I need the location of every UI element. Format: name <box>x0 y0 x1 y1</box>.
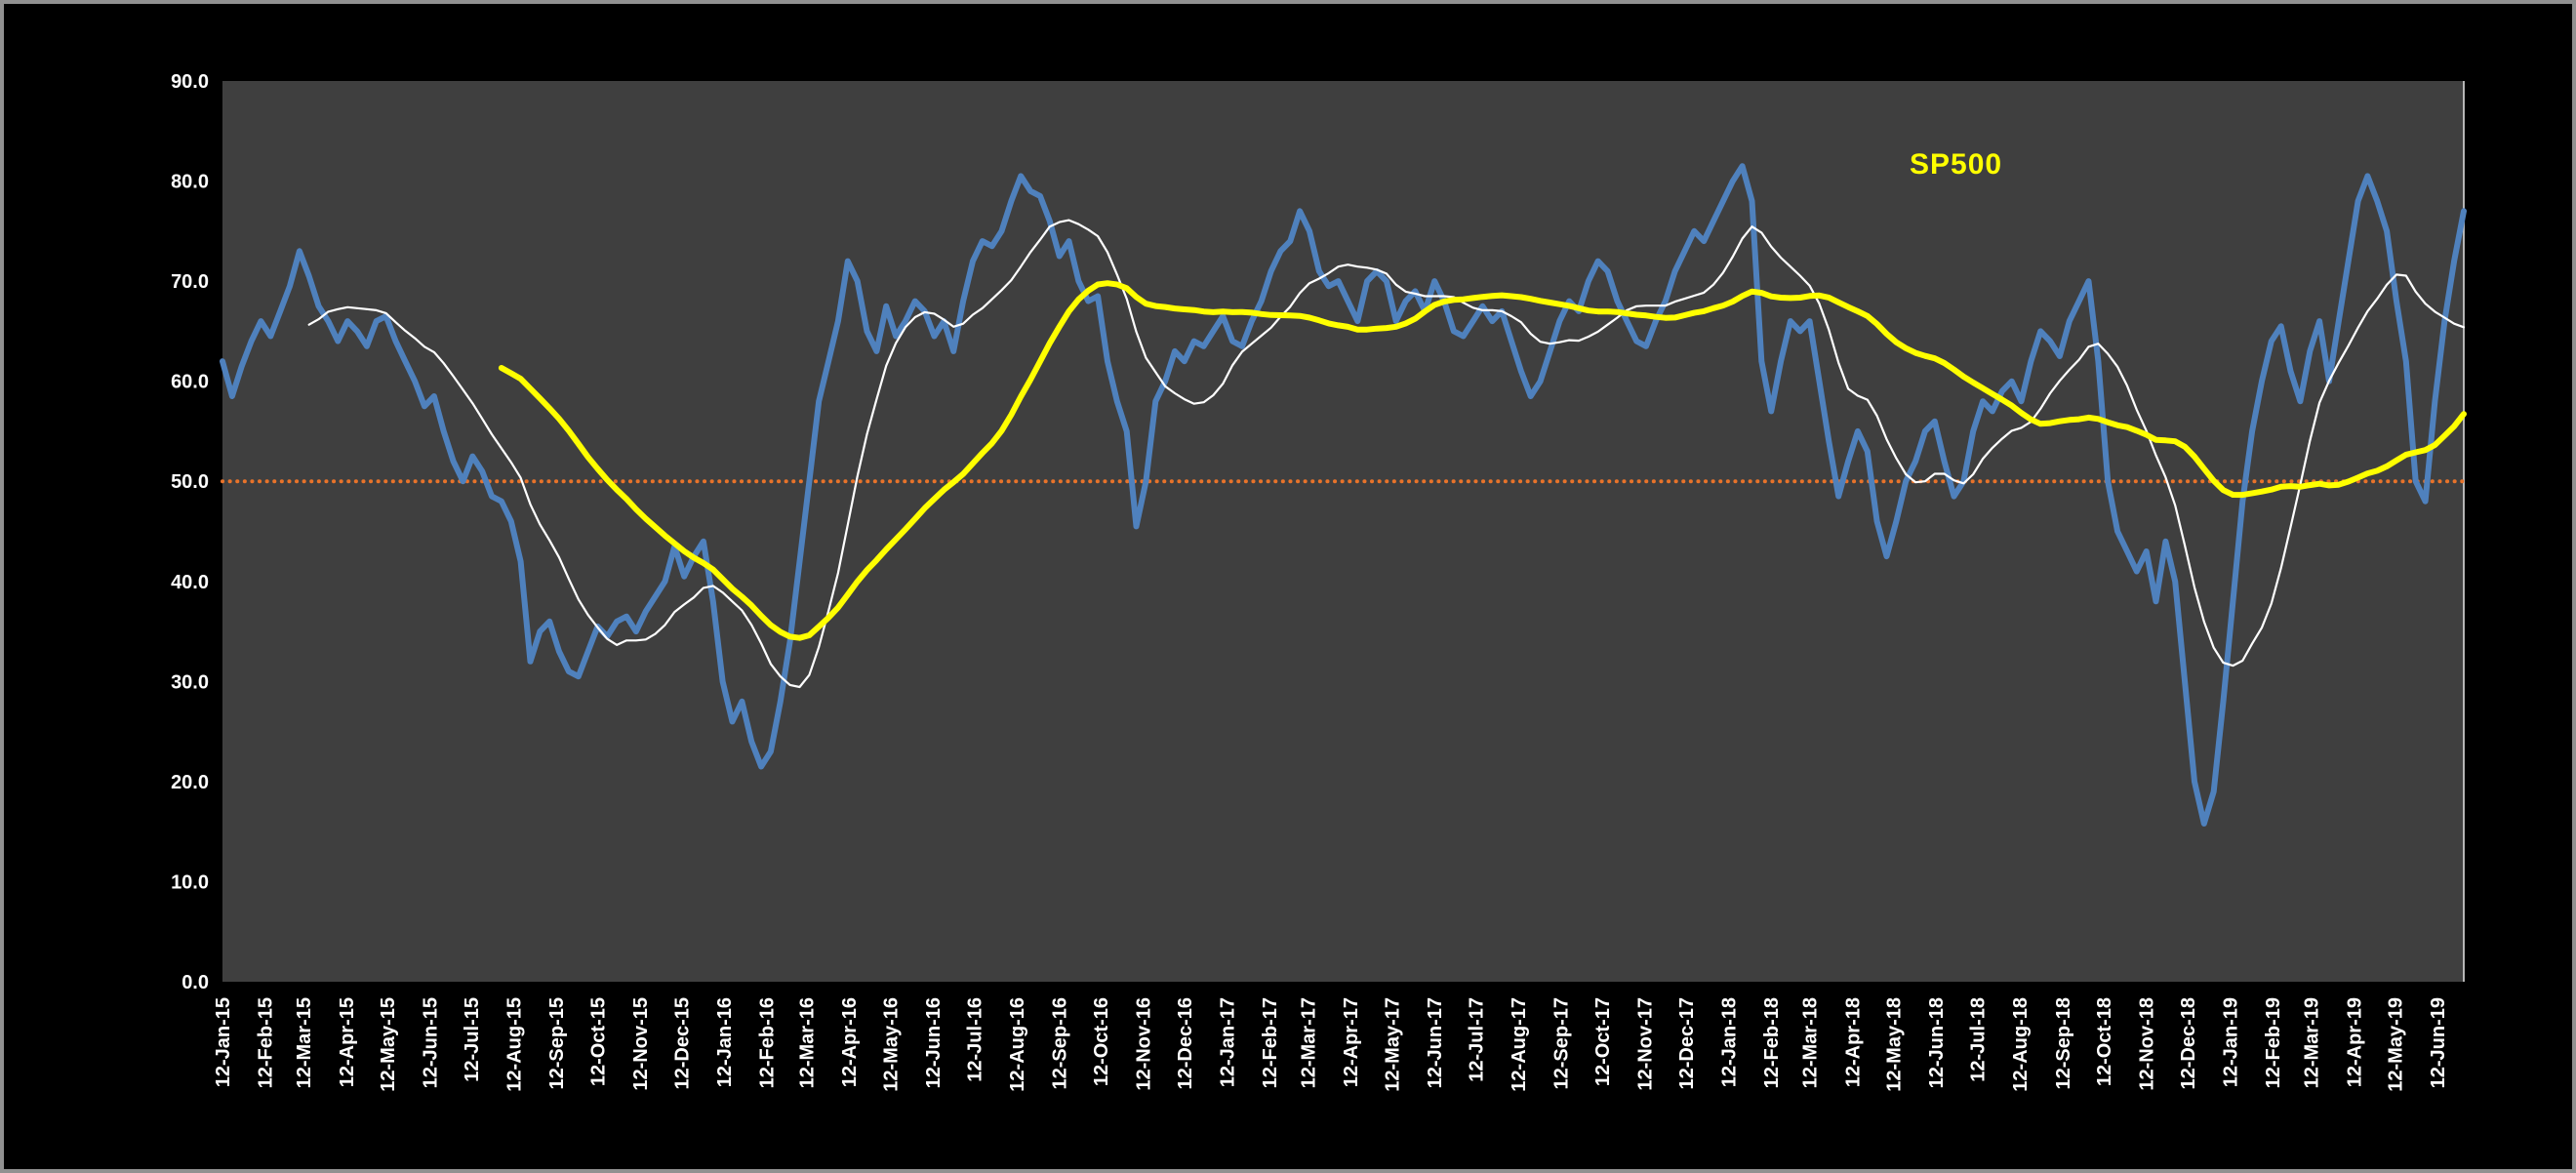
x-axis-tick-label: 12-Nov-15 <box>630 997 652 1091</box>
plot-area <box>222 81 2464 982</box>
x-axis-tick-label: 12-Nov-16 <box>1134 997 1155 1091</box>
x-axis-tick-label: 12-Feb-18 <box>1761 997 1783 1088</box>
x-axis-tick-label: 12-Oct-15 <box>588 997 610 1086</box>
y-axis-tick-label: 50.0 <box>171 471 209 493</box>
x-axis-tick-label: 12-Sep-17 <box>1551 997 1573 1090</box>
x-axis-tick-label: 12-Oct-17 <box>1592 997 1614 1086</box>
x-axis-tick-label: 12-Jul-15 <box>462 997 483 1082</box>
breadth-oscillator-chart: 0.0 10.0 20.0 30.0 40.0 50.0 60.0 70.0 80.0 90.0 1… <box>171 71 2467 1092</box>
x-axis-tick-label: 12-Aug-17 <box>1509 997 1530 1092</box>
x-axis-tick-label: 12-Oct-16 <box>1091 997 1112 1086</box>
x-axis-tick-label: 12-Jul-18 <box>1967 997 1989 1082</box>
x-axis-tick-label: 12-Mar-18 <box>1800 997 1822 1088</box>
x-axis-tick-label: 12-Feb-15 <box>256 997 277 1088</box>
y-axis-tick-label: 20.0 <box>171 772 209 793</box>
y-axis-tick-label: 10.0 <box>171 871 209 893</box>
x-axis-tick-label: 12-Jan-15 <box>213 997 234 1087</box>
x-axis-tick-label: 12-Mar-16 <box>797 997 819 1088</box>
y-axis-tick-label: 60.0 <box>171 372 209 393</box>
x-axis-tick-label: 12-Apr-16 <box>839 997 861 1087</box>
x-axis-tick-label: 12-Dec-18 <box>2178 997 2199 1090</box>
y-axis-tick-label: 70.0 <box>171 271 209 293</box>
x-axis-tick-label: 12-May-19 <box>2386 997 2407 1092</box>
x-axis-tick-label: 12-Nov-18 <box>2137 997 2158 1091</box>
x-axis-tick-label: 12-Jun-18 <box>1926 997 1948 1088</box>
x-axis-tick-label: 12-Mar-15 <box>294 997 315 1088</box>
x-axis-tick-label: 12-Mar-19 <box>2302 997 2323 1088</box>
x-axis-tick-label: 12-Nov-17 <box>1635 997 1657 1091</box>
x-axis-tick-label: 12-Jun-17 <box>1425 997 1446 1088</box>
x-axis-tick-label: 12-Aug-15 <box>504 997 526 1092</box>
yellow-ma30-series-line <box>498 280 2467 641</box>
x-axis-tick-label: 12-Aug-18 <box>2010 997 2032 1092</box>
x-axis-tick-label: 12-Apr-17 <box>1341 997 1362 1087</box>
x-axis-tick-label: 12-Jul-17 <box>1466 997 1487 1082</box>
x-axis-tick-label: 12-Dec-16 <box>1175 997 1196 1090</box>
x-axis-tick-label: 12-Jun-15 <box>421 997 442 1088</box>
x-axis-tick-label: 12-Jan-19 <box>2221 997 2242 1087</box>
x-axis-tick-label: 12-Sep-16 <box>1050 997 1071 1090</box>
y-axis-tick-label: 40.0 <box>171 572 209 593</box>
y-axis-tick-label: 90.0 <box>171 71 209 93</box>
y-axis-tick-label: 80.0 <box>171 172 209 193</box>
x-axis-tick-label: 12-Feb-16 <box>757 997 779 1088</box>
x-axis-tick-label: 12-Feb-17 <box>1260 997 1281 1088</box>
x-axis-tick-label: 12-Jun-16 <box>923 997 945 1088</box>
x-axis-tick-label: 12-Jun-19 <box>2428 997 2449 1088</box>
x-axis-tick-label: 12-May-15 <box>378 997 399 1092</box>
sp500-series-label: SP500 <box>1910 148 2003 181</box>
x-axis-tick-label: 12-Jan-17 <box>1218 997 1239 1087</box>
x-axis-tick-label: 12-Jul-16 <box>964 997 986 1082</box>
x-axis-tick-label: 12-Aug-16 <box>1007 997 1028 1092</box>
x-axis-tick-label: 12-Apr-19 <box>2344 997 2365 1087</box>
x-axis-tick-label: 12-Oct-18 <box>2094 997 2115 1086</box>
x-axis-tick-label: 12-Jan-18 <box>1719 997 1741 1087</box>
x-axis-tick-label: 12-Jan-16 <box>714 997 736 1087</box>
x-axis-tick-label: 12-May-16 <box>881 997 903 1092</box>
x-axis-tick-label: 12-May-18 <box>1884 997 1906 1092</box>
y-axis-tick-label: 0.0 <box>181 972 209 993</box>
white-ma10-series-line <box>307 219 2466 689</box>
blue-weekly-series-line <box>220 163 2467 827</box>
x-axis-tick-label: 12-Apr-15 <box>337 997 358 1087</box>
x-axis-tick-label: 12-Mar-17 <box>1299 997 1320 1088</box>
x-axis-tick-label: 12-Sep-18 <box>2053 997 2074 1090</box>
y-axis-tick-label: 30.0 <box>171 671 209 693</box>
x-axis-tick-label: 12-Dec-15 <box>671 997 693 1090</box>
x-axis-tick-label: 12-Feb-19 <box>2263 997 2284 1088</box>
x-axis-tick-label: 12-Dec-17 <box>1676 997 1698 1090</box>
x-axis-tick-label: 12-Apr-18 <box>1842 997 1864 1087</box>
x-axis-tick-label: 12-Sep-15 <box>546 997 568 1090</box>
x-axis-tick-label: 12-May-17 <box>1383 997 1404 1092</box>
